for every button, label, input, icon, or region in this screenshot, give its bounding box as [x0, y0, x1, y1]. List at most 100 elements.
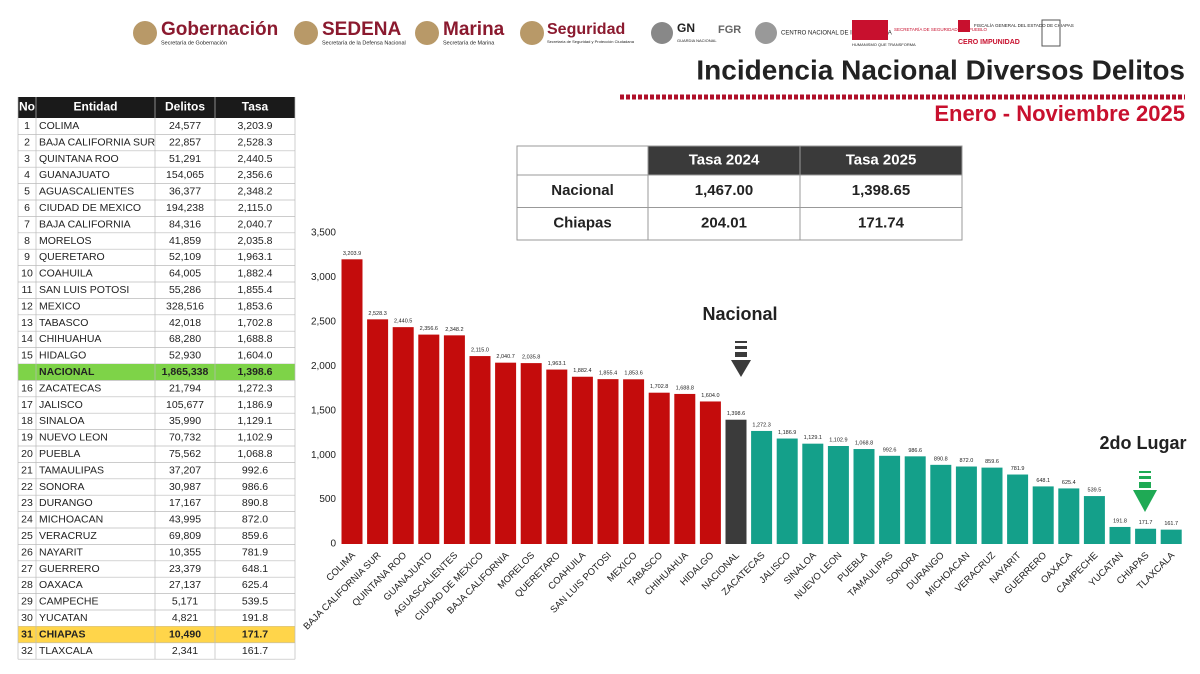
bar [981, 467, 1003, 544]
bar [674, 393, 696, 544]
table-cell: GUERRERO [39, 563, 100, 575]
table-cell: 35,990 [169, 415, 201, 427]
y-tick-label: 500 [319, 494, 336, 505]
row-highlight [18, 364, 295, 381]
table-cell: 32 [21, 645, 33, 657]
table-cell: 625.4 [242, 579, 268, 591]
annotation: Nacional [702, 304, 777, 324]
table-cell: TLAXCALA [39, 645, 93, 657]
table-cell: GUANAJUATO [39, 169, 110, 181]
summary-header-cell: Tasa 2025 [846, 151, 917, 168]
value-label: 781.9 [1011, 466, 1025, 472]
table-cell: 31 [21, 628, 33, 640]
table-cell: BAJA CALIFORNIA SUR [39, 136, 156, 148]
logo-subtext: Secretaría de Seguridad y Protección Ciu… [547, 39, 635, 44]
value-label: 1,882.4 [573, 368, 591, 374]
logo-text: Gobernación [161, 19, 278, 40]
table-cell: 2 [24, 136, 30, 148]
bar [827, 445, 849, 544]
table-header-cell: Delitos [165, 100, 205, 114]
value-label: 2,356.6 [420, 326, 438, 332]
value-label: 2,115.0 [471, 348, 489, 354]
bar [1160, 529, 1182, 544]
table-cell: 22 [21, 481, 33, 493]
table-cell: 13 [21, 317, 33, 329]
table-cell: 2,341 [172, 645, 198, 657]
summary-cell: 1,398.65 [852, 182, 910, 199]
table-header-cell: No [19, 100, 35, 114]
bar [546, 369, 568, 544]
value-label: 992.6 [883, 447, 897, 453]
table-cell: MICHOACAN [39, 514, 103, 526]
table-cell: 8 [24, 235, 30, 247]
table-cell: 21 [21, 464, 33, 476]
table-cell: 36,377 [169, 186, 201, 198]
table-cell: 1,688.8 [237, 333, 272, 345]
table-cell: 194,238 [166, 202, 204, 214]
table-cell: BAJA CALIFORNIA [39, 218, 131, 230]
table-cell: 890.8 [242, 497, 268, 509]
table-cell: NACIONAL [39, 366, 95, 378]
table-header [18, 97, 295, 118]
table-cell: 69,809 [169, 530, 201, 542]
bar [597, 379, 619, 544]
logo-icon [133, 21, 157, 45]
table-header-cell: Tasa [242, 100, 269, 114]
logo-icon [294, 21, 318, 45]
bar [495, 362, 517, 544]
bar [879, 455, 901, 544]
table-cell: 1,963.1 [237, 251, 272, 263]
table-header-cell: Entidad [74, 100, 118, 114]
table-cell: 9 [24, 251, 30, 263]
table-cell: 1,853.6 [237, 300, 272, 312]
table-cell: 1,702.8 [237, 317, 272, 329]
table-cell: 15 [21, 350, 33, 362]
table-cell: 23 [21, 497, 33, 509]
logo-subtext: Secretaría de Gobernación [161, 40, 227, 46]
table-cell: 1,855.4 [237, 284, 272, 296]
table-cell: 2,115.0 [238, 202, 272, 214]
table-cell: 3,203.9 [237, 120, 272, 132]
table-cell: TAMAULIPAS [39, 464, 104, 476]
bar [1058, 488, 1080, 544]
value-label: 539.5 [1088, 488, 1102, 494]
table-cell: 10,490 [169, 628, 201, 640]
value-label: 191.8 [1113, 518, 1127, 524]
logo-bar: Gobernación Secretaría de Gobernación SE… [133, 19, 1074, 47]
table-cell: 6 [24, 202, 30, 214]
table-cell: 4 [24, 169, 30, 181]
logo-text: GN [677, 21, 695, 35]
bar [392, 327, 414, 544]
table-cell: 75,562 [169, 448, 201, 460]
value-label: 161.7 [1164, 521, 1178, 527]
value-label: 1,604.0 [701, 393, 719, 399]
table-cell: 17 [21, 399, 33, 411]
y-tick-label: 1,500 [311, 405, 336, 416]
y-tick-label: 1,000 [311, 450, 336, 461]
table-cell: MORELOS [39, 235, 92, 247]
summary-cell: 171.74 [858, 215, 905, 232]
table-cell: 26 [21, 546, 33, 558]
table-cell: 21,794 [169, 382, 201, 394]
table-cell: 1,882.4 [237, 268, 272, 280]
table-cell: 11 [22, 284, 33, 296]
table-cell: 43,995 [169, 514, 201, 526]
bar [1032, 486, 1054, 544]
bar [725, 419, 747, 544]
bar [341, 259, 363, 544]
table-cell: AGUASCALIENTES [39, 186, 134, 198]
bar [571, 376, 593, 544]
table-cell: JALISCO [39, 399, 83, 411]
table-cell: 42,018 [169, 317, 201, 329]
table-cell: 29 [21, 596, 33, 608]
table-cell: 12 [21, 300, 33, 312]
table-cell: NUEVO LEON [39, 432, 108, 444]
page-subtitle: Enero - Noviembre 2025 [934, 101, 1185, 126]
table-cell: 23,379 [169, 563, 201, 575]
table-cell: 64,005 [169, 268, 201, 280]
table-cell: 37,207 [169, 464, 201, 476]
value-label: 1,855.4 [599, 371, 617, 377]
table-cell: MEXICO [39, 300, 80, 312]
value-label: 2,035.8 [522, 355, 540, 361]
